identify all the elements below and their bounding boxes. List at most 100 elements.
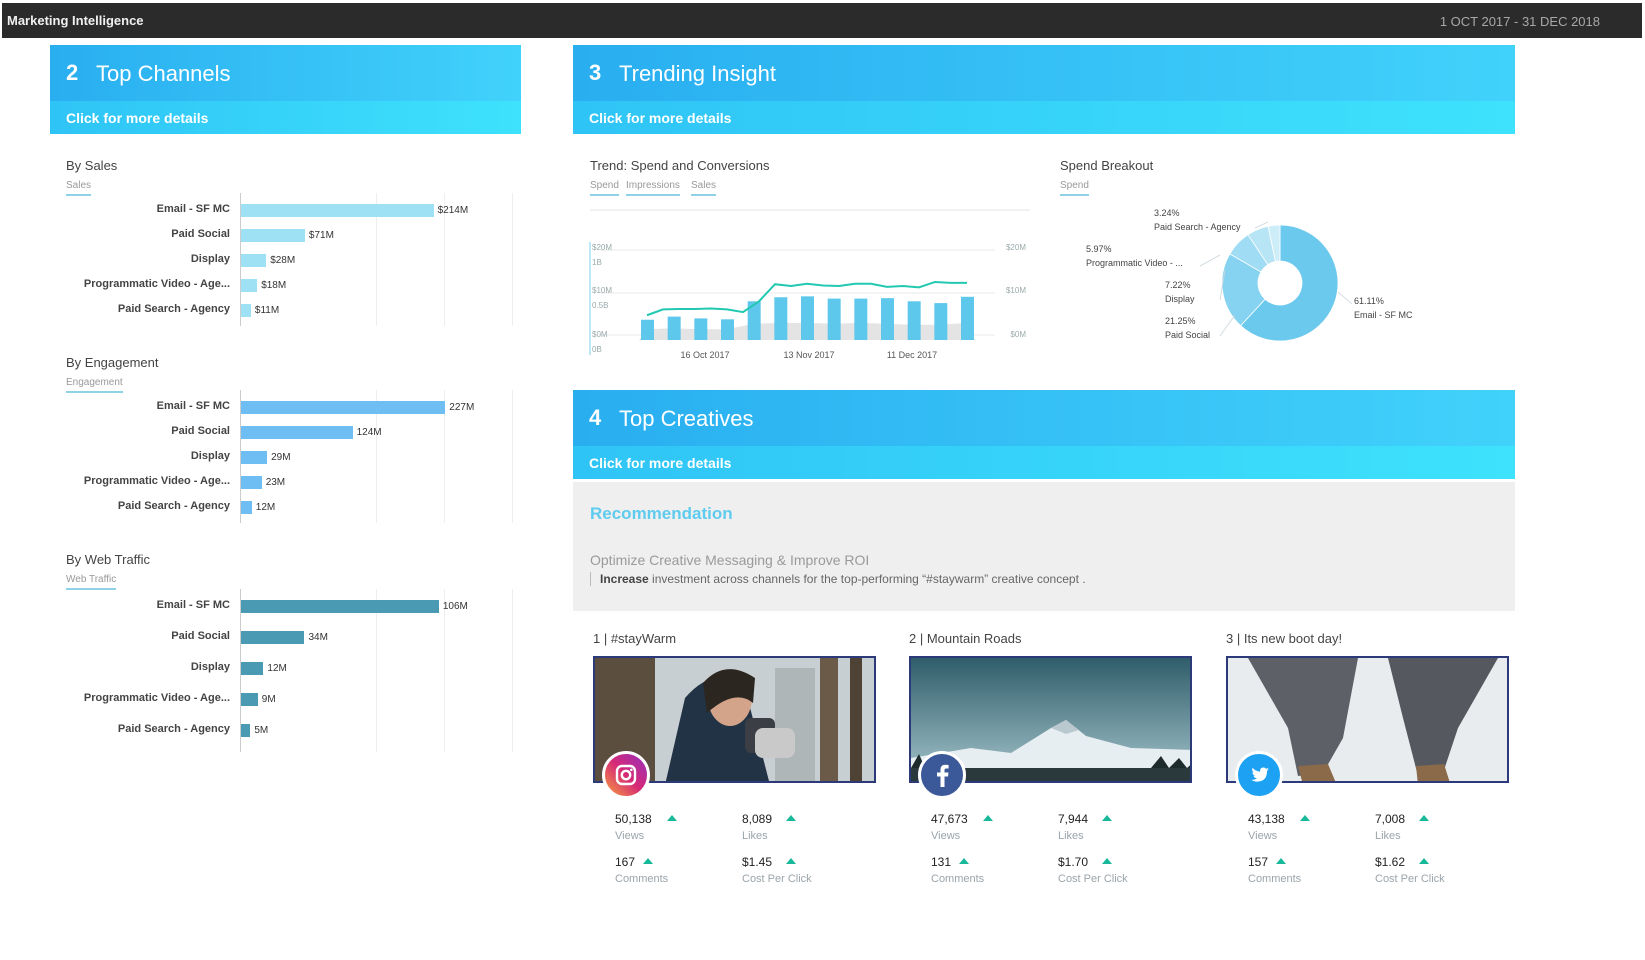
bar-row[interactable]: Programmatic Video - Age... 9M <box>50 690 520 710</box>
creative-2-title: 2 | Mountain Roads <box>909 631 1022 646</box>
bar[interactable] <box>241 451 268 464</box>
bar-category-label: Email - SF MC <box>156 599 230 611</box>
spend-bar <box>694 318 708 340</box>
metric-label: Likes <box>742 830 768 842</box>
legend-sales[interactable]: Sales <box>691 180 717 196</box>
date-range[interactable]: 1 OCT 2017 - 31 DEC 2018 <box>1439 14 1600 29</box>
trend-up-icon <box>667 815 677 821</box>
bar[interactable] <box>241 662 264 675</box>
bar-value-label: 106M <box>442 601 468 612</box>
trend-up-icon <box>1276 858 1286 864</box>
details-strip <box>573 446 1515 479</box>
app-title: Marketing Intelligence <box>7 13 144 28</box>
by-web-traffic-legend[interactable]: Web Traffic <box>66 574 117 590</box>
bar-row[interactable]: Paid Social 124M <box>50 423 520 443</box>
bar-value-label: 124M <box>356 427 382 438</box>
gridline <box>376 193 377 326</box>
donut-slice[interactable] <box>1267 224 1281 262</box>
creative-1-image[interactable] <box>593 656 876 783</box>
metric-value: 131 <box>931 855 952 869</box>
gridline <box>512 390 513 523</box>
spend-bar <box>667 316 681 340</box>
y-tick-spend: $0M <box>592 330 608 339</box>
y-tick-right: $10M <box>1006 286 1026 295</box>
legend-spend[interactable]: Spend <box>590 180 619 196</box>
bar[interactable] <box>241 401 446 414</box>
top-channels-details-link[interactable]: Click for more details <box>66 110 209 126</box>
recommendation-text: Increase investment across channels for … <box>590 572 1086 586</box>
bar[interactable] <box>241 229 305 242</box>
recommendation-bold: Increase <box>600 572 649 586</box>
bar[interactable] <box>241 600 439 613</box>
bar-category-label: Programmatic Video - Age... <box>83 692 230 704</box>
bar[interactable] <box>241 254 267 267</box>
y-tick-secondary: 1B <box>592 258 602 267</box>
bar[interactable] <box>241 304 251 317</box>
y-tick-right: $0M <box>1010 330 1026 339</box>
legend-spend-breakout[interactable]: Spend <box>1060 180 1089 196</box>
by-engagement-legend[interactable]: Engagement <box>66 377 123 393</box>
bar-category-label: Paid Social <box>171 630 230 642</box>
panel-number: 3 <box>589 60 602 85</box>
spend-bar <box>934 303 948 340</box>
bar-row[interactable]: Paid Search - Agency $11M <box>50 301 520 321</box>
gridline <box>444 193 445 326</box>
bar-row[interactable]: Display 29M <box>50 448 520 468</box>
bar-value-label: $214M <box>437 205 469 216</box>
bar-category-label: Email - SF MC <box>156 203 230 215</box>
spend-breakout-title: Spend Breakout <box>1060 158 1154 173</box>
donut-slice[interactable] <box>1221 253 1266 327</box>
donut-slice[interactable] <box>1240 224 1339 342</box>
top-creatives-details-link[interactable]: Click for more details <box>589 455 732 471</box>
bar[interactable] <box>241 279 258 292</box>
bar-value-label: $11M <box>254 305 280 316</box>
bar-row[interactable]: Paid Social 34M <box>50 628 520 648</box>
slice-label: Paid Social <box>1165 330 1210 340</box>
trend-up-icon <box>786 858 796 864</box>
leader-line <box>1337 291 1353 305</box>
bar-category-label: Paid Social <box>171 228 230 240</box>
legend-impressions[interactable]: Impressions <box>626 180 680 196</box>
bar-row[interactable]: Programmatic Video - Age... 23M <box>50 473 520 493</box>
bar-row[interactable]: Email - SF MC $214M <box>50 201 520 221</box>
trending-details-link[interactable]: Click for more details <box>589 110 732 126</box>
metric-value: 157 <box>1248 855 1269 869</box>
bar[interactable] <box>241 693 258 706</box>
metric-label: Comments <box>615 873 669 885</box>
trend-up-icon <box>1102 815 1112 821</box>
top-bar: Marketing Intelligence 1 OCT 2017 - 31 D… <box>2 3 1642 38</box>
bar[interactable] <box>241 426 353 439</box>
metric-value: 167 <box>615 855 636 869</box>
trend-up-icon <box>643 858 653 864</box>
trend-up-icon <box>959 858 969 864</box>
leader-line <box>1199 254 1221 267</box>
bar[interactable] <box>241 476 262 489</box>
recommendation-box: Recommendation Optimize Creative Messagi… <box>573 482 1515 611</box>
by-sales-title: By Sales <box>66 158 118 173</box>
creative-2-image[interactable] <box>909 656 1192 783</box>
spend-bar <box>774 297 788 340</box>
bar[interactable] <box>241 724 251 737</box>
metric-label: Cost Per Click <box>1375 873 1445 885</box>
bar-row[interactable]: Paid Search - Agency 5M <box>50 721 520 741</box>
bar-row[interactable]: Email - SF MC 106M <box>50 597 520 617</box>
bar[interactable] <box>241 204 434 217</box>
spend-bar <box>881 298 894 340</box>
bar-value-label: 29M <box>271 452 291 463</box>
bar-row[interactable]: Paid Search - Agency 12M <box>50 498 520 518</box>
bar-axis <box>240 193 241 326</box>
bar-row[interactable]: Display $28M <box>50 251 520 271</box>
bar-row[interactable]: Display 12M <box>50 659 520 679</box>
bar-row[interactable]: Programmatic Video - Age... $18M <box>50 276 520 296</box>
metric-label: Views <box>615 830 645 842</box>
metric-value: 8,089 <box>742 812 773 826</box>
bar-row[interactable]: Email - SF MC 227M <box>50 398 520 418</box>
bar[interactable] <box>241 631 305 644</box>
bar-row[interactable]: Paid Social $71M <box>50 226 520 246</box>
bar[interactable] <box>241 501 252 514</box>
slice-percent: 3.24% <box>1154 208 1180 218</box>
panel-title: Trending Insight <box>619 61 776 86</box>
recommendation-headline: Optimize Creative Messaging & Improve RO… <box>590 552 870 568</box>
by-sales-legend[interactable]: Sales <box>66 180 92 196</box>
bar-value-label: 9M <box>261 694 276 705</box>
